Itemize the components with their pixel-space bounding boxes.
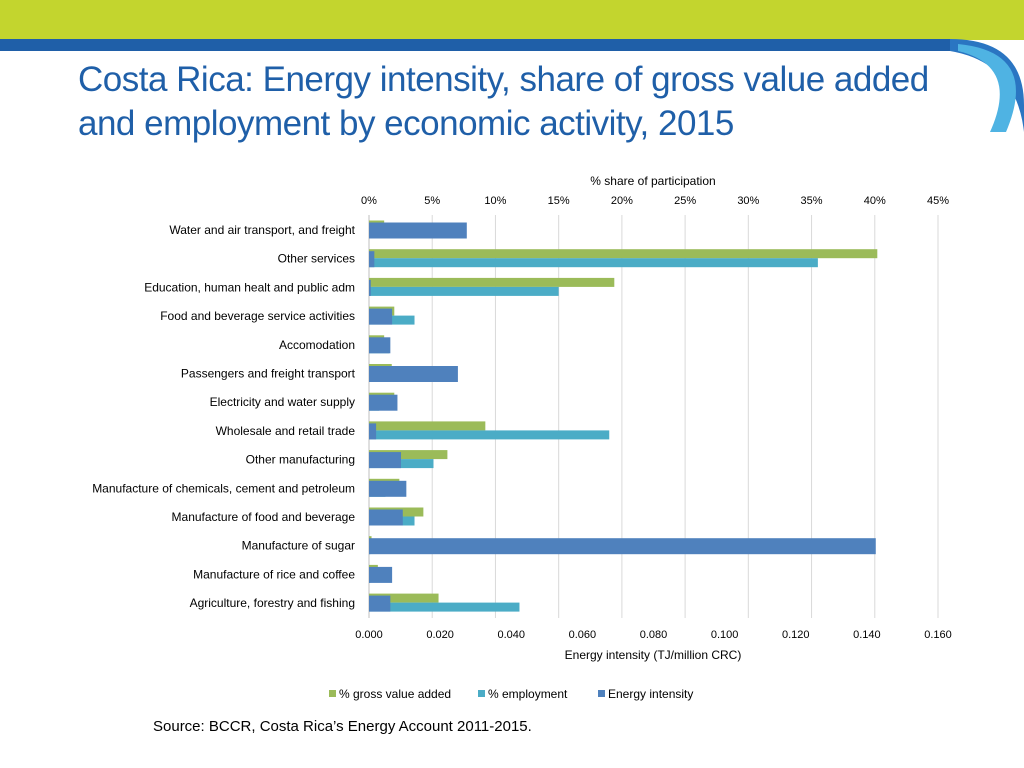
category-label: Wholesale and retail trade [216,424,356,438]
category-label: Other manufacturing [246,453,355,467]
bottom-axis-tick-label: 0.020 [426,629,454,641]
bar-gross-value-added [369,450,448,460]
top-axis-tick-label: 20% [611,195,633,207]
bar-employment [369,602,520,612]
bar-employment [369,430,610,440]
bar-gross-value-added [369,421,486,431]
banner-blue-stripe [0,39,950,51]
top-axis-tick-label: 45% [927,195,949,207]
category-label: Electricity and water supply [210,395,355,409]
category-label: Education, human healt and public adm [144,280,355,294]
category-label: Passengers and freight transport [181,367,356,381]
bottom-axis-tick-label: 0.000 [355,629,383,641]
slide-title: Costa Rica: Energy intensity, share of g… [78,58,978,146]
bar-chart: % share of participation 0% 5% 10% 15% 20% 25%… [92,174,952,701]
category-label: Food and beverage service activities [160,309,355,323]
category-label: Accomodation [279,338,355,352]
bottom-axis-tick-label: 0.060 [569,629,597,641]
top-axis-tick-label: 30% [737,195,759,207]
legend-swatch [598,690,605,697]
bar-energy-intensity [369,366,458,382]
top-axis-tick-label: 15% [548,195,570,207]
top-axis-tick-label: 0% [361,195,377,207]
bar-energy-intensity [369,394,398,411]
legend-entry: % employment [488,687,568,701]
legend-entry: Energy intensity [608,687,693,701]
bar-gross-value-added [369,249,878,259]
bottom-axis-tick-label: 0.040 [497,629,525,641]
category-label: Manufacture of chemicals, cement and pet… [92,481,355,495]
bar-energy-intensity [369,566,393,583]
bar-energy-intensity [369,480,407,497]
category-label: Manufacture of food and beverage [172,510,356,524]
bar-gross-value-added [369,593,439,603]
bar-employment [369,459,434,469]
bar-energy-intensity [369,509,403,526]
source-note: Source: BCCR, Costa Rica’s Energy Accoun… [153,718,532,735]
banner-lightblue-swoosh [958,44,1016,132]
bottom-axis-tick-label: 0.100 [711,629,739,641]
bar-gross-value-added [369,277,615,287]
legend-entry: % gross value added [339,687,451,701]
banner-blue-curve [950,39,1024,132]
bar-energy-intensity [369,423,377,440]
slide-title-line-1: Costa Rica: Energy intensity, share of g… [78,60,929,99]
bar-energy-intensity [369,222,467,239]
bar-energy-intensity [369,279,371,296]
top-axis-label: % share of participation [590,174,715,188]
category-label: Agriculture, forestry and fishing [190,596,355,610]
category-label: Water and air transport, and freight [169,223,355,237]
bar-energy-intensity [369,251,375,268]
legend-swatch [329,690,336,697]
bar-energy-intensity [369,337,391,354]
bar-energy-intensity [369,452,402,469]
bottom-axis-tick-label: 0.080 [640,629,668,641]
slide-title-line-2: and employment by economic activity, 201… [78,104,734,143]
bar-energy-intensity [369,308,393,325]
banner-green-band [0,0,1024,40]
category-label: Manufacture of rice and coffee [193,567,355,581]
top-axis-tick-label: 10% [484,195,506,207]
bottom-axis-tick-label: 0.120 [782,629,810,641]
legend-swatch [478,690,485,697]
bottom-axis-tick-label: 0.140 [853,629,881,641]
slide-header-banner [0,0,1024,132]
bottom-axis-tick-label: 0.160 [924,629,952,641]
bar-employment [369,286,559,296]
bottom-axis-label: Energy intensity (TJ/million CRC) [565,648,742,662]
category-label: Manufacture of sugar [242,539,355,553]
top-axis-tick-label: 35% [801,195,823,207]
bar-energy-intensity [369,538,876,555]
top-axis-tick-label: 40% [864,195,886,207]
bar-employment [369,258,818,268]
bar-energy-intensity [369,595,391,612]
top-axis-tick-label: 5% [424,195,440,207]
category-label: Other services [278,252,355,266]
top-axis-tick-label: 25% [674,195,696,207]
